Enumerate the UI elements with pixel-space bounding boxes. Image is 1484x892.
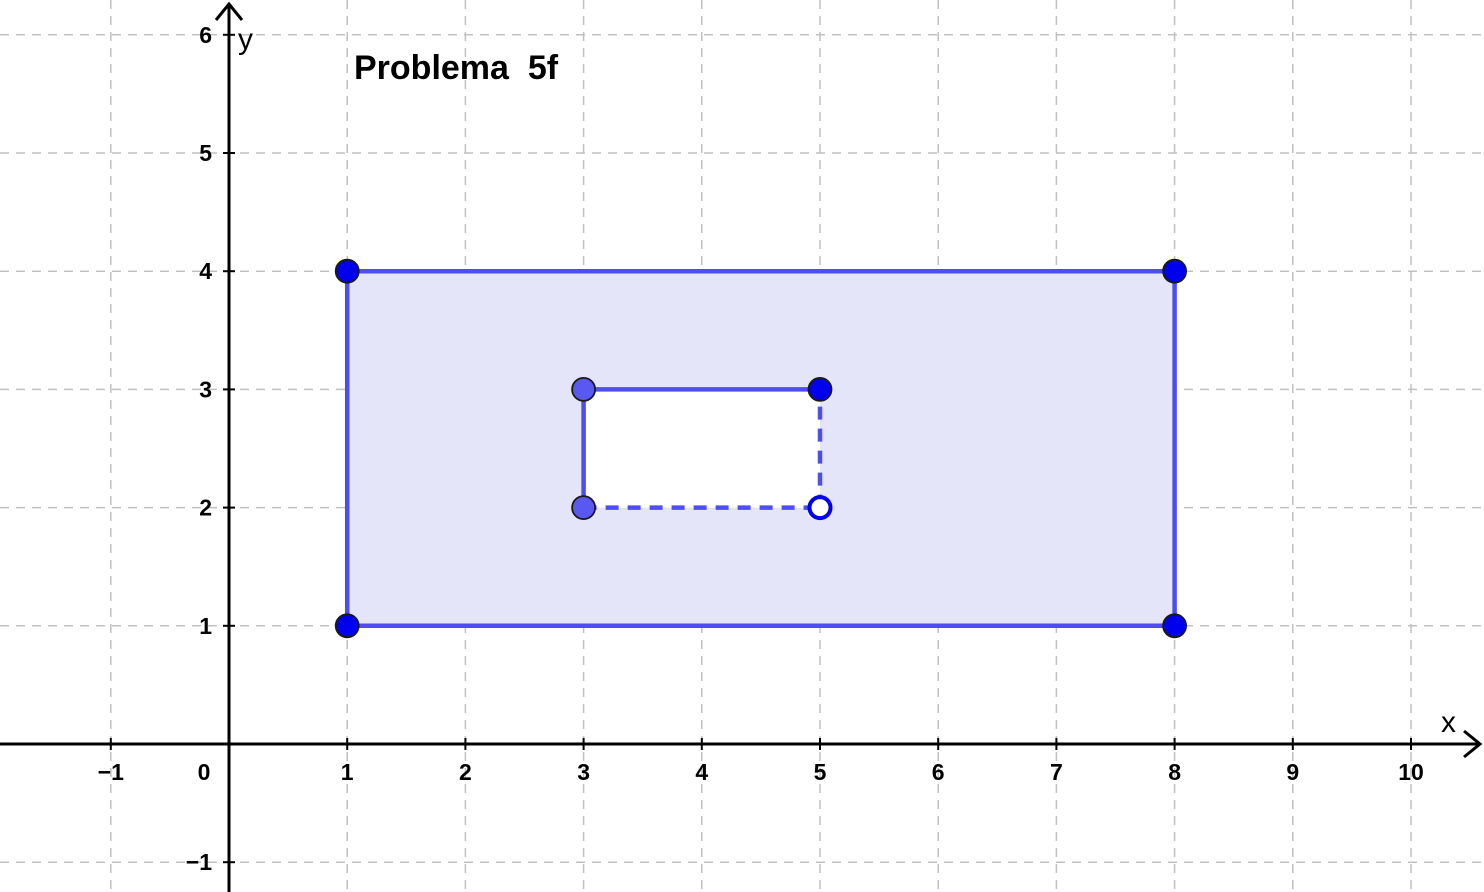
points [334, 258, 1187, 639]
y-tick-label: 2 [199, 495, 212, 521]
x-tick-label: −1 [98, 759, 124, 785]
point [334, 258, 360, 284]
x-tick-label: 8 [1168, 759, 1181, 785]
x-tick-label: 10 [1398, 759, 1424, 785]
y-tick-label: 3 [199, 376, 212, 402]
diagram-title: Problema 5f [354, 49, 559, 87]
y-axis-label: y [238, 23, 253, 56]
y-axis-arrow [214, 1, 244, 21]
x-tick-label: 5 [814, 759, 827, 785]
point [571, 495, 596, 521]
point [334, 613, 360, 639]
point [807, 376, 833, 402]
x-tick-label: 2 [459, 759, 472, 785]
y-tick-label: 4 [199, 258, 212, 284]
x-tick-label: 1 [341, 759, 354, 785]
x-axis-label: x [1441, 706, 1456, 739]
y-tick-label: −1 [186, 849, 212, 875]
x-tick-label: 4 [695, 759, 708, 785]
x-tick-label: 0 [198, 759, 211, 785]
x-tick-label: 9 [1286, 759, 1299, 785]
x-tick-label: 6 [932, 759, 945, 785]
inner-rectangle-hole [583, 389, 820, 508]
x-tick-label: 7 [1050, 759, 1063, 785]
y-tick-label: 5 [199, 140, 212, 166]
x-tick-label: 3 [577, 759, 590, 785]
y-tick-label: 1 [199, 613, 212, 639]
point [1162, 258, 1187, 284]
y-tick-label: 6 [199, 22, 212, 48]
tick-labels: −1 0 1 2 3 4 5 6 7 8 9 10 −1 1 2 3 4 5 6 [98, 22, 1424, 875]
x-axis-arrow [1463, 729, 1483, 759]
point [1162, 613, 1187, 639]
point [571, 376, 596, 402]
open-point [807, 495, 833, 521]
shapes [344, 268, 1177, 629]
